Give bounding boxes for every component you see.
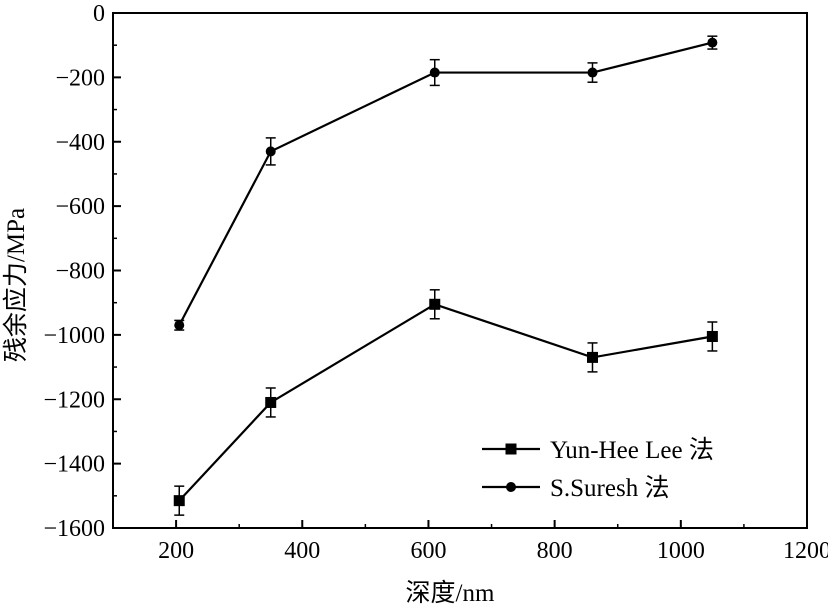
x-tick-label: 600 (410, 538, 446, 564)
legend-item: Yun-Hee Lee 法 (482, 436, 714, 464)
x-tick-label: 200 (158, 538, 194, 564)
legend-label: S.Suresh 法 (550, 474, 669, 502)
x-axis: 200 400 600 800 1000 1200 (158, 520, 828, 564)
legend-marker (506, 482, 516, 492)
x-tick-label: 800 (537, 538, 573, 564)
y-tick-label: −600 (55, 194, 105, 220)
series-0 (173, 289, 718, 516)
y-tick-label: −400 (55, 130, 105, 156)
y-tick-label: −800 (55, 259, 105, 285)
y-tick-label: 0 (93, 1, 105, 27)
x-axis-title: 深度/nm (406, 579, 495, 607)
data-point (429, 67, 440, 78)
x-tick-label: 400 (284, 538, 320, 564)
plot-series (173, 35, 718, 516)
plot-frame (112, 12, 808, 529)
data-point (174, 320, 185, 331)
data-point (707, 37, 718, 48)
data-point (429, 298, 441, 310)
y-axis-title: 残余应力/MPa (2, 208, 30, 362)
data-point (173, 495, 185, 507)
data-point (586, 351, 598, 363)
y-tick-label: −1400 (43, 452, 105, 478)
y-axis: 0 −200 −400 −600 −800 −1000 −1200 −1400 −1600 (43, 1, 121, 542)
x-tick-label: 1000 (657, 538, 705, 564)
data-point (587, 67, 598, 78)
data-point (265, 396, 277, 408)
legend: Yun-Hee Lee 法 S.Suresh 法 (482, 436, 714, 502)
y-tick-label: −1000 (43, 323, 105, 349)
y-tick-label: −200 (55, 65, 105, 91)
data-point (265, 146, 276, 157)
legend-item: S.Suresh 法 (482, 474, 669, 502)
y-tick-label: −1600 (43, 516, 105, 542)
series-1 (174, 35, 718, 331)
x-tick-label: 1200 (783, 538, 828, 564)
legend-marker (505, 443, 517, 455)
y-tick-label: −1200 (43, 387, 105, 413)
data-point (706, 330, 718, 342)
legend-label: Yun-Hee Lee 法 (550, 436, 714, 464)
